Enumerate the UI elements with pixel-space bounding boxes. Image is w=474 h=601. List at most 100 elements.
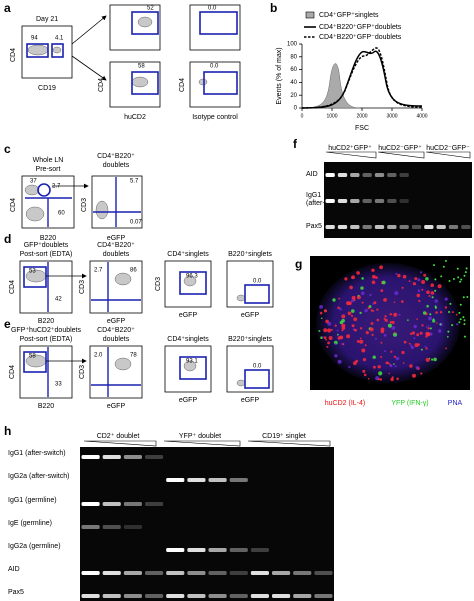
gel-band [81, 571, 100, 575]
gel-band [166, 478, 185, 482]
shape [114, 272, 132, 286]
cell [448, 280, 451, 282]
gate-value: 0.0 [253, 279, 262, 285]
shape [95, 200, 109, 220]
cell [403, 340, 407, 344]
panel-label: b [270, 1, 277, 15]
plot-title: B220⁺singlets [228, 251, 272, 258]
legend-label: CD4⁺GFP⁺singlets [319, 12, 379, 19]
cell [408, 342, 411, 345]
cell [372, 302, 375, 305]
cell [402, 362, 405, 364]
cell [349, 285, 353, 290]
row-label: IgG1 (germline) [8, 497, 57, 504]
legend-label: CD4⁺B220⁺GFP⁻doublets [319, 34, 402, 41]
cell [437, 284, 442, 289]
gel-band [337, 225, 348, 229]
cell [429, 327, 432, 330]
gate-value: 0.0 [210, 64, 219, 70]
gel-band [293, 571, 312, 575]
gel-band [374, 199, 385, 203]
legend-label: YFP (IFN-γ) [391, 400, 428, 407]
cell [413, 324, 417, 329]
cell [383, 333, 387, 337]
cell [402, 274, 407, 279]
axis-label: eGFP [107, 318, 126, 325]
legend-label: PNA [448, 400, 463, 407]
cell [421, 288, 424, 291]
shape [305, 11, 315, 19]
gel-band [374, 225, 385, 229]
cell [356, 271, 360, 275]
cell [393, 332, 396, 334]
dilution-triangle [325, 151, 377, 159]
gel-band [325, 173, 335, 177]
y-tick-label: 40 [290, 80, 297, 86]
axis-label: B220 [38, 318, 54, 325]
cell [427, 324, 430, 327]
x-tick-label: 2000 [356, 113, 367, 119]
panel-label: a [4, 1, 11, 15]
plot-title: doublets [103, 251, 130, 258]
gel-band [362, 199, 372, 203]
shape: IgG1 (after-switch) IgG2a (after-switch) I… [8, 450, 69, 596]
cell [409, 332, 413, 335]
cell [417, 278, 421, 282]
cell [337, 333, 339, 336]
cell [336, 329, 339, 332]
gel-band [461, 225, 471, 229]
gel-band [166, 548, 185, 552]
row-label: IgG2a (after-switch) [8, 473, 69, 480]
group-label: huCD2⁺GFP⁺ [328, 145, 372, 152]
shape [199, 11, 238, 35]
gate-value: 0.0 [253, 364, 262, 370]
cell [433, 357, 437, 362]
cell [359, 337, 362, 340]
cell [442, 265, 445, 268]
cell [361, 277, 364, 280]
cell [390, 350, 393, 353]
cell [465, 267, 468, 270]
cell [325, 319, 329, 324]
cell [379, 378, 383, 381]
gel-band [272, 571, 291, 575]
cell [327, 341, 330, 345]
cell [425, 277, 429, 281]
row-label: Pax5 [8, 589, 24, 596]
cell [374, 337, 377, 340]
cell [334, 324, 337, 327]
cell [409, 364, 413, 368]
gate-value: 94 [31, 36, 38, 42]
cell [348, 365, 351, 369]
axis-label: B220 [40, 235, 56, 242]
cell [464, 271, 467, 274]
cell [439, 311, 443, 314]
cell [384, 318, 388, 322]
plot-title: B220⁺singlets [228, 336, 272, 343]
gel-band [81, 525, 100, 529]
shape [301, 50, 423, 109]
shape [52, 46, 62, 54]
cell [341, 329, 344, 332]
gate-value: 5.7 [130, 179, 139, 185]
gel-band [436, 225, 446, 229]
cell [459, 280, 462, 283]
shape [89, 260, 143, 314]
label: Day 21 [36, 16, 58, 23]
axis-label: CD4 [9, 280, 16, 294]
shape [179, 356, 207, 380]
histogram-panel: CD4⁺GFP⁺singlets CD4⁺B220⁺GFP⁺doublets C… [276, 11, 428, 132]
cell [384, 315, 387, 318]
cell [362, 358, 367, 362]
axis-label: Events (% of max) [276, 47, 283, 104]
gel-band [399, 173, 409, 177]
cell [372, 274, 376, 279]
shape [244, 369, 270, 389]
cell [459, 303, 462, 306]
cell [463, 274, 466, 277]
shape [23, 266, 47, 288]
cell [321, 336, 324, 338]
shape [24, 184, 40, 196]
cell [414, 277, 418, 281]
cell [394, 365, 397, 368]
